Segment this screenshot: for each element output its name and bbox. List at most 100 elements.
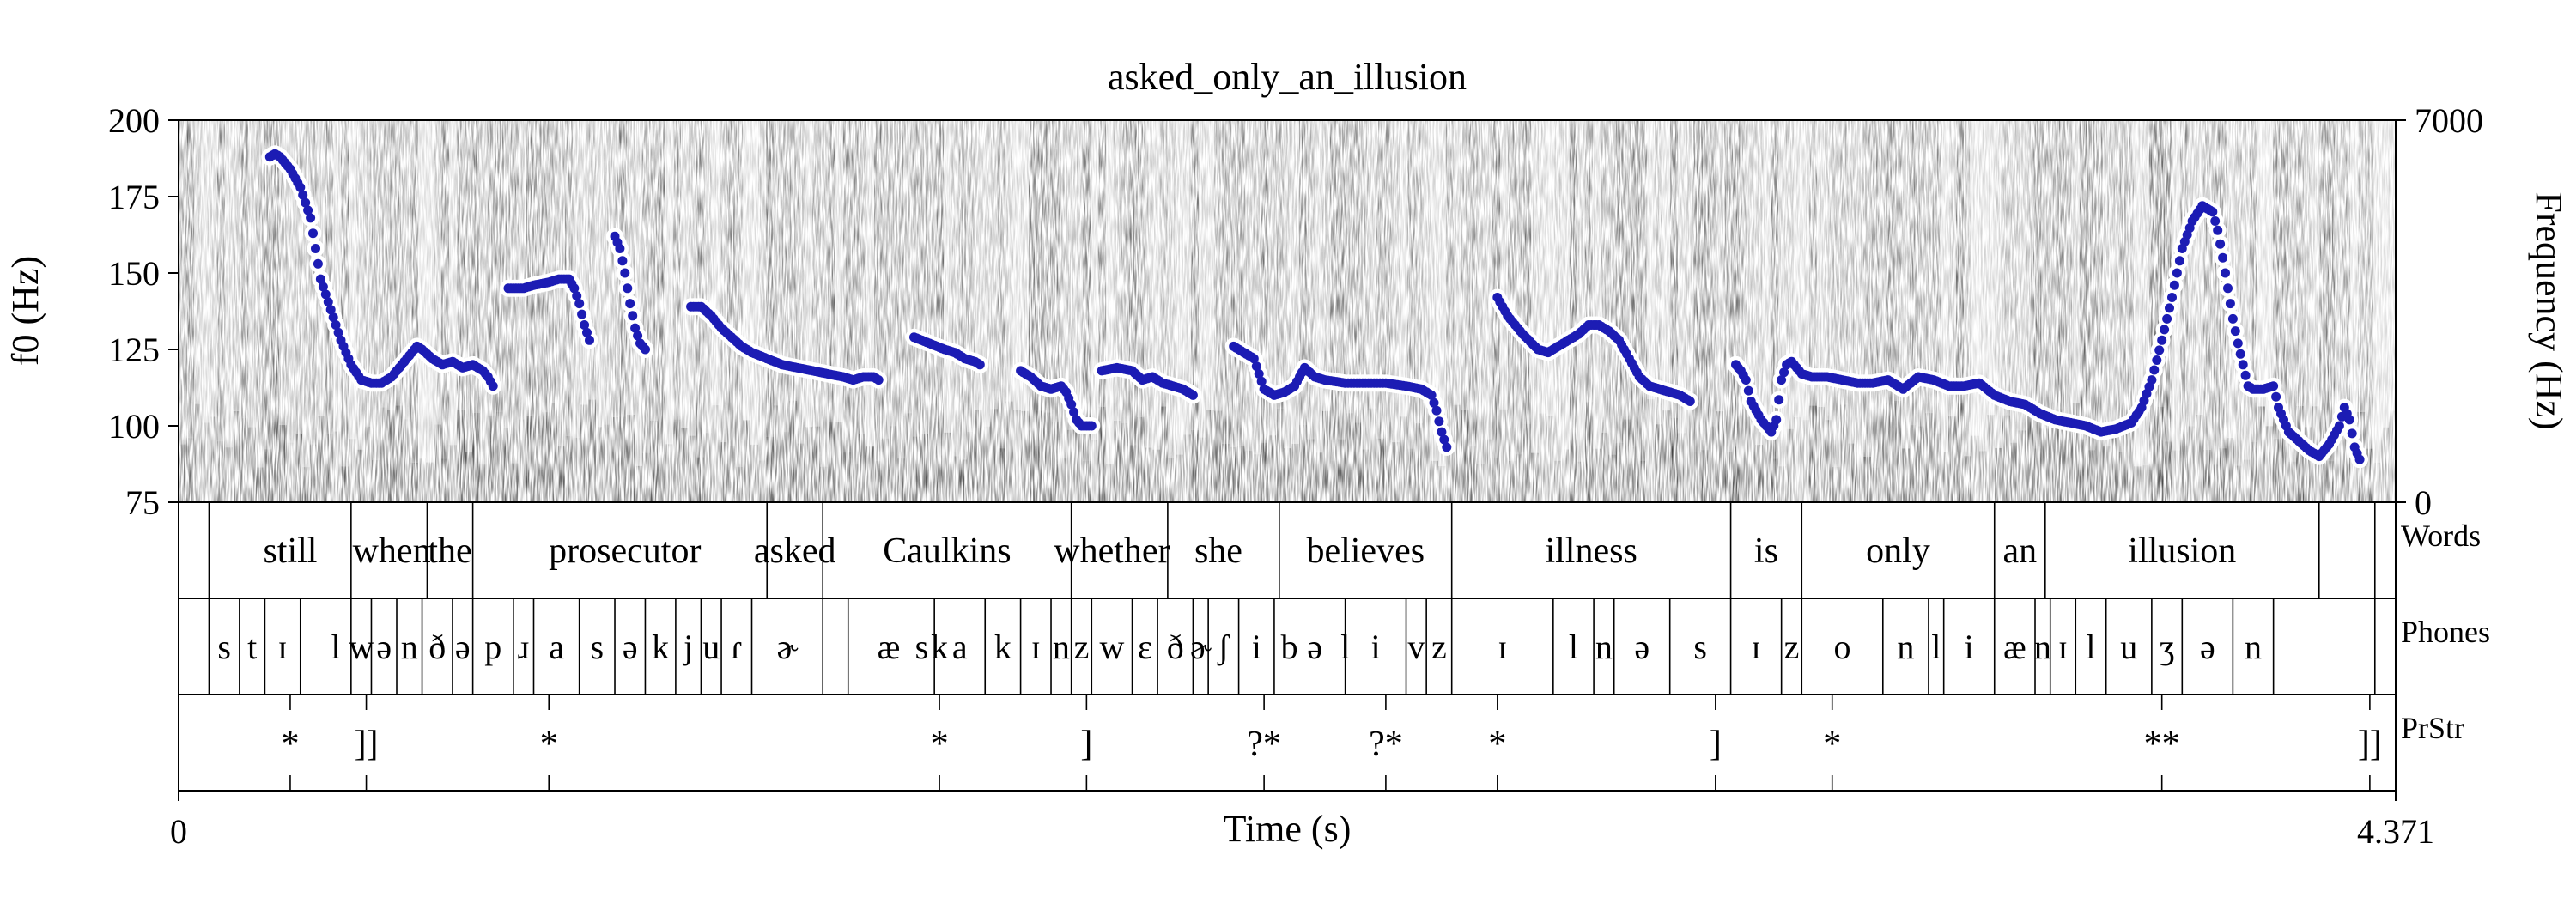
f0-point bbox=[320, 289, 331, 300]
spectrogram bbox=[179, 120, 2396, 502]
tier-label: prosecutor bbox=[549, 531, 701, 571]
f0-point bbox=[2218, 252, 2228, 263]
f0-point bbox=[1254, 369, 1264, 379]
tier-label: still bbox=[263, 531, 317, 571]
y-axis-left-label: f0 (Hz) bbox=[4, 256, 46, 366]
f0-point bbox=[325, 305, 336, 315]
f0-point bbox=[2269, 381, 2279, 391]
y-tick-label-left: 175 bbox=[108, 178, 160, 216]
f0-point bbox=[2233, 338, 2243, 349]
f0-point bbox=[628, 311, 638, 321]
f0-point bbox=[630, 323, 641, 333]
tier-label: ʃ bbox=[1217, 628, 1230, 666]
tier-label: n bbox=[1595, 628, 1613, 666]
f0-point bbox=[488, 381, 498, 391]
f0-point bbox=[975, 360, 985, 370]
f0-point bbox=[315, 274, 325, 284]
tier-label: j bbox=[682, 628, 693, 666]
tier-label: n bbox=[1897, 628, 1914, 666]
tier-label: l bbox=[2086, 628, 2095, 666]
tier-label: ɪ bbox=[1752, 628, 1761, 666]
f0-point bbox=[1429, 397, 1439, 408]
f0-point bbox=[1771, 415, 1782, 425]
tier-label: believes bbox=[1306, 531, 1425, 571]
f0-point bbox=[301, 197, 311, 208]
tier-prstr: *]] * *] ?* ?* *] * **]] bbox=[281, 695, 2382, 791]
tier-label: s bbox=[1693, 628, 1707, 666]
tier-label: z bbox=[1074, 628, 1090, 666]
tier-label: ə bbox=[2200, 628, 2215, 666]
tier-point-label: ] bbox=[1710, 725, 1722, 764]
tier-label: n bbox=[2034, 628, 2051, 666]
f0-point bbox=[572, 291, 582, 301]
tier-label: u bbox=[2120, 628, 2137, 666]
y-tick-label-left: 150 bbox=[108, 254, 160, 293]
tier-point-label: ?* bbox=[1369, 725, 1403, 764]
f0-point bbox=[620, 268, 630, 278]
tier-point-label: * bbox=[931, 725, 949, 764]
tier-point-label: ?* bbox=[1247, 725, 1281, 764]
f0-point bbox=[1439, 434, 1449, 445]
f0-track bbox=[261, 145, 2369, 469]
f0-point bbox=[2147, 375, 2157, 385]
x-axis-label: Time (s) bbox=[1224, 808, 1352, 850]
tier-label: ɹ bbox=[518, 628, 529, 666]
y-axis-right-label: Frequency (Hz) bbox=[2528, 191, 2570, 429]
tier-label: z bbox=[1431, 628, 1447, 666]
tier-label: ə bbox=[376, 628, 392, 666]
tier-label: k bbox=[931, 628, 948, 666]
f0-point bbox=[2238, 360, 2248, 370]
f0-point bbox=[2354, 454, 2365, 464]
f0-point bbox=[2215, 239, 2226, 249]
f0-point bbox=[313, 258, 323, 269]
tier-label: ə bbox=[1634, 628, 1649, 666]
f0-point bbox=[2208, 207, 2218, 217]
f0-point bbox=[1774, 395, 1784, 405]
f0-point bbox=[2227, 313, 2238, 324]
f0-point bbox=[2165, 303, 2174, 313]
f0-point bbox=[1251, 361, 1261, 372]
f0-point bbox=[2154, 345, 2165, 355]
tier-label: ə bbox=[455, 628, 471, 666]
tier-label: s bbox=[217, 628, 231, 666]
f0-point bbox=[625, 299, 635, 309]
f0-point bbox=[2235, 349, 2245, 359]
tier-label: only bbox=[1866, 531, 1930, 571]
f0-point bbox=[2271, 391, 2281, 402]
f0-point bbox=[585, 335, 594, 345]
tier-label: ɪ bbox=[1498, 628, 1507, 666]
tier-label: z bbox=[1784, 628, 1800, 666]
f0-point bbox=[2334, 421, 2344, 431]
tier-label: an bbox=[2002, 531, 2037, 571]
tier-label: ð bbox=[1167, 628, 1184, 666]
f0-point bbox=[1069, 407, 1079, 417]
tier-label: illness bbox=[1545, 531, 1637, 571]
f0-point bbox=[1779, 367, 1789, 378]
tier-label: she bbox=[1194, 531, 1242, 571]
tier-point-label: ]] bbox=[2358, 725, 2382, 764]
f0-point bbox=[2225, 299, 2235, 309]
tier-label: u bbox=[702, 628, 720, 666]
tier-label: ð bbox=[428, 628, 446, 666]
y-axis-right: 0 7000 bbox=[2396, 101, 2483, 522]
tier-label: o bbox=[1834, 628, 1851, 666]
f0-point bbox=[1685, 397, 1695, 406]
y-tick-label-right: 7000 bbox=[2415, 101, 2483, 140]
f0-point bbox=[323, 297, 333, 307]
f0-point bbox=[582, 327, 592, 337]
f0-point bbox=[298, 190, 308, 200]
f0-point bbox=[2172, 268, 2182, 278]
tier-label: k bbox=[994, 628, 1012, 666]
tier-label: n bbox=[401, 628, 418, 666]
f0-point bbox=[617, 256, 628, 266]
tier-label: ɛ bbox=[1138, 628, 1152, 666]
y-tick-label-left: 100 bbox=[108, 407, 160, 446]
f0-point bbox=[1188, 390, 1198, 400]
f0-point bbox=[2152, 355, 2162, 365]
f0-point bbox=[1249, 354, 1259, 364]
f0-point bbox=[2169, 280, 2179, 290]
tier-point-label: * bbox=[540, 725, 558, 764]
f0-point bbox=[295, 182, 306, 192]
f0-point bbox=[2213, 225, 2223, 235]
